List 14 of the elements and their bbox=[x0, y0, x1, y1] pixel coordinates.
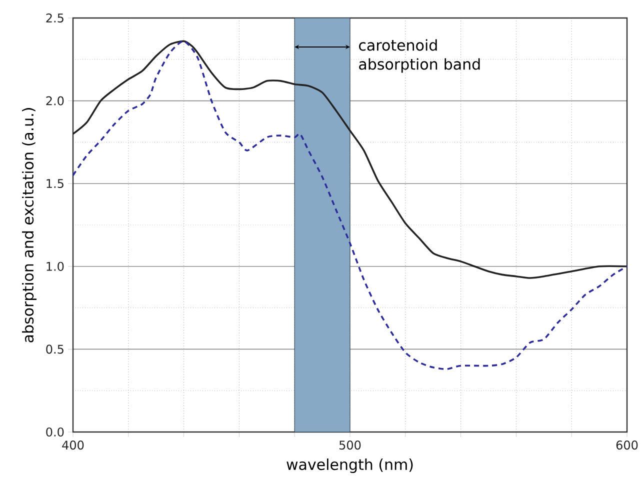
band-label: carotenoid absorption band bbox=[359, 39, 480, 73]
y-tick-label: 2.0 bbox=[46, 96, 64, 106]
y-tick-label: 0.0 bbox=[46, 427, 64, 437]
x-tick-label: 500 bbox=[339, 440, 361, 450]
y-tick-label: 1.0 bbox=[46, 262, 64, 271]
y-tick-label: 1.5 bbox=[46, 179, 64, 188]
line-series bbox=[72, 40, 628, 370]
x-tick-label: 400 bbox=[62, 440, 84, 450]
y-tick-label: 0.5 bbox=[46, 344, 64, 354]
y-tick-label: 2.5 bbox=[46, 13, 64, 23]
x-axis-title: wavelength (nm) bbox=[286, 458, 413, 473]
y-axis-title: absorption and excitation (a.u.) bbox=[22, 108, 37, 342]
x-tick-label: 600 bbox=[616, 440, 638, 450]
line-series bbox=[72, 40, 628, 279]
